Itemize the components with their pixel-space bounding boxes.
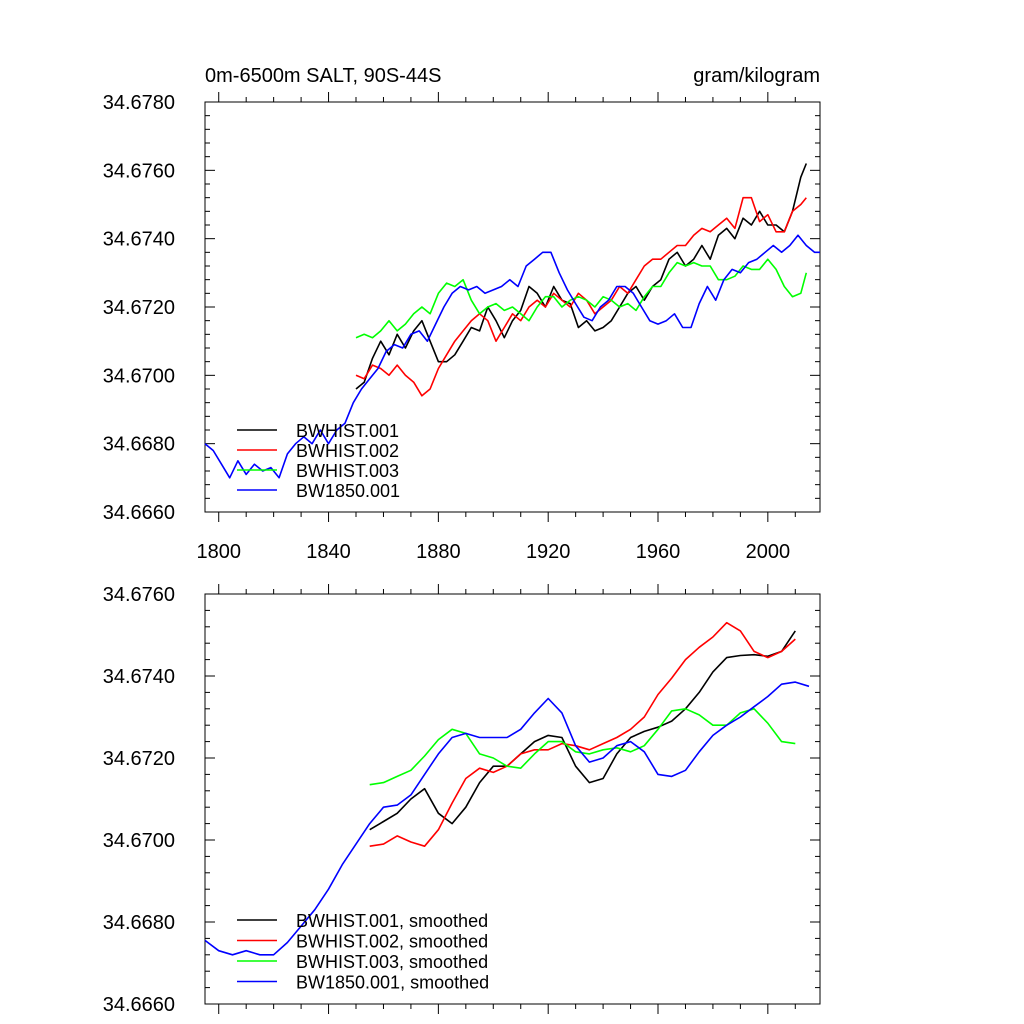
chart-panel-1: 34.6660 34.6680 34.6700 34.6720 34.6740 34.67… [103, 65, 821, 563]
y-tick-label: 34.6720 [103, 297, 175, 319]
series-line-bw1850-001 [204, 234, 820, 479]
series-line-bwhist-001-smoothed [369, 630, 796, 831]
x-tick-label: 1880 [416, 541, 461, 563]
y-tick-label: 34.6660 [103, 502, 175, 524]
y-tick-label: 34.6700 [103, 830, 175, 852]
y-tick-label: 34.6740 [103, 666, 175, 688]
legend-label: BW1850.001, smoothed [296, 973, 489, 993]
y-tick-label: 34.6760 [103, 160, 175, 182]
chart-title-right: gram/kilogram [693, 65, 820, 87]
series-line-bwhist-003 [355, 258, 808, 339]
legend-label: BW1850.001 [296, 481, 400, 501]
plot-frame [204, 593, 821, 1005]
series-line-bwhist-002 [355, 196, 807, 397]
x-tick-label: 1960 [636, 541, 681, 563]
x-tick-label: 1840 [306, 541, 351, 563]
y-tick-label: 34.6760 [103, 584, 175, 606]
legend-label: BWHIST.001, smoothed [296, 911, 488, 931]
y-tick-label: 34.6660 [103, 994, 175, 1016]
y-tick-label: 34.6680 [103, 912, 175, 934]
legend-label: BWHIST.001 [296, 421, 399, 441]
x-tick-label: 1920 [526, 541, 571, 563]
x-tick-label: 1800 [196, 541, 241, 563]
series-line-bwhist-002-smoothed [369, 621, 796, 848]
chart-title-left: 0m-6500m SALT, 90S-44S [205, 65, 441, 87]
legend-label: BWHIST.003 [296, 461, 399, 481]
y-tick-label: 34.6720 [103, 748, 175, 770]
y-tick-label: 34.6680 [103, 434, 175, 456]
legend-label: BWHIST.002, smoothed [296, 932, 488, 952]
y-tick-label: 34.6740 [103, 229, 175, 251]
legend-label: BWHIST.002 [296, 441, 399, 461]
series-line-bwhist-001 [355, 163, 808, 390]
x-tick-label: 2000 [746, 541, 791, 563]
series-line-bw1850-001-smoothed [204, 681, 810, 956]
chart-panel-2: 34.6660 34.6680 34.6700 34.6720 34.6740 34.67… [103, 584, 821, 1016]
y-tick-label: 34.6780 [103, 92, 175, 114]
legend-label: BWHIST.003, smoothed [296, 952, 488, 972]
y-tick-label: 34.6700 [103, 365, 175, 387]
